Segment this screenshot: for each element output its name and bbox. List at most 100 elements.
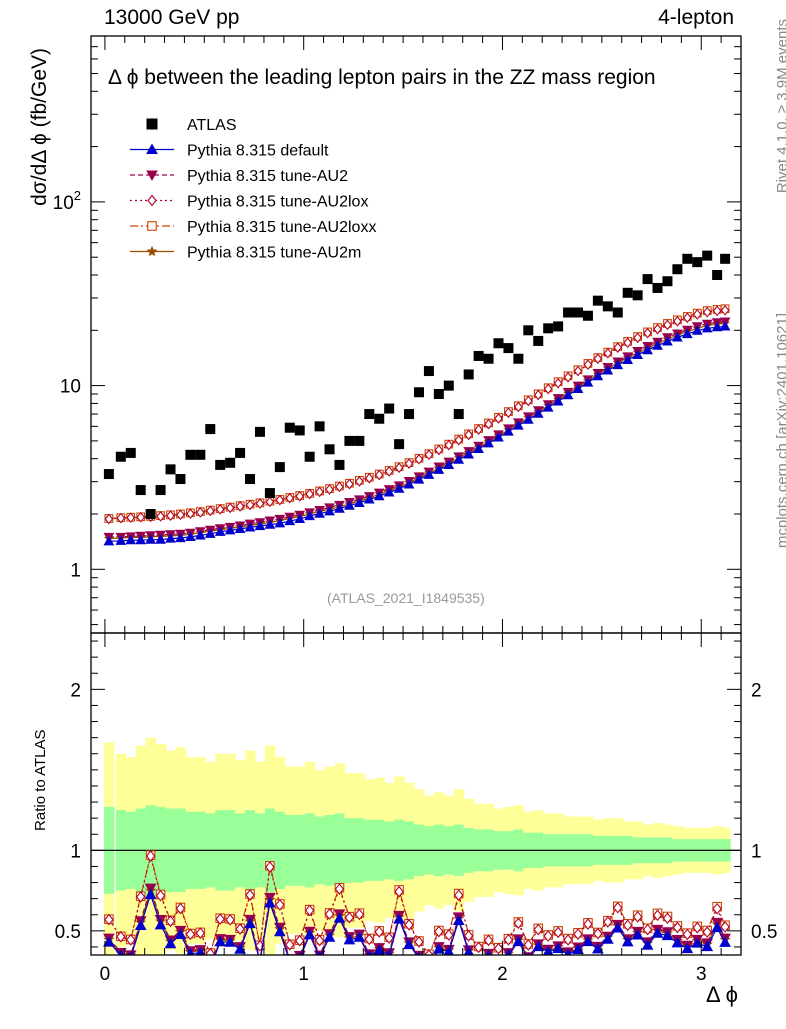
series-marker-default: [691, 325, 703, 335]
ratio-y-tick-label-right: 2: [751, 680, 762, 701]
atlas-data-point: [324, 444, 335, 455]
ratio-marker-default: [205, 963, 215, 972]
series-marker-default: [453, 454, 465, 464]
ratio-marker-default: [433, 943, 445, 954]
series-marker-au2lox: [126, 512, 136, 524]
ratio-marker-default: [244, 917, 256, 929]
atlas-data-point: [394, 439, 405, 450]
ratio-marker-default: [592, 942, 604, 954]
series-marker-default: [513, 420, 524, 430]
series-marker-default: [383, 486, 395, 497]
ratio-marker-au2lox: [672, 921, 683, 934]
atlas-data-point: [682, 253, 693, 264]
ratio-marker-default: [641, 939, 654, 950]
atlas-data-point: [523, 325, 534, 336]
ratio-marker-au2lox: [225, 913, 235, 926]
series-marker-default: [602, 364, 614, 375]
atlas-data-point: [453, 409, 464, 420]
ratio-marker-au2lox: [175, 902, 186, 915]
atlas-data-point: [632, 290, 643, 301]
ratio-marker-default: [504, 948, 512, 955]
series-marker-default: [622, 354, 634, 365]
ratio-marker-au2lox: [404, 918, 414, 931]
atlas-data-point: [573, 307, 584, 318]
legend-label-au2: Pythia 8.315 tune-AU2: [187, 168, 348, 185]
series-marker-default: [304, 510, 316, 521]
legend-marker-default: [146, 143, 158, 154]
series-marker-au2lox: [653, 323, 662, 335]
ratio-marker-au2lox: [314, 934, 325, 947]
ratio-marker-default: [621, 935, 634, 947]
series-marker-au2lox: [712, 305, 722, 317]
ratio-y-tick-label-left: 0.5: [55, 922, 81, 943]
atlas-data-point: [374, 413, 385, 424]
series-marker-default: [314, 508, 325, 518]
atlas-data-point: [304, 451, 315, 462]
analysis-watermark: (ATLAS_2021_I1849535): [327, 590, 485, 606]
atlas-data-point: [602, 301, 613, 312]
ratio-marker-au2m: [255, 956, 265, 965]
series-marker-au2lox: [434, 444, 444, 456]
series-marker-au2lox: [364, 472, 374, 484]
atlas-data-point: [205, 424, 216, 435]
atlas-data-point: [284, 422, 295, 433]
series-marker-au2lox: [196, 507, 205, 518]
ratio-marker-au2lox: [682, 928, 693, 941]
plot-title: Δ ϕ between the leading lepton pairs in …: [108, 66, 656, 89]
ratio-marker-default: [273, 925, 286, 937]
ratio-marker-au2lox: [473, 941, 484, 954]
ratio-marker-default: [403, 938, 415, 950]
series-marker-au2lox: [394, 462, 404, 474]
series-marker-au2lox: [623, 337, 633, 349]
series-marker-default: [334, 503, 345, 513]
series-marker-default: [135, 534, 147, 545]
series-marker-au2lox: [104, 513, 114, 525]
ratio-marker-au2lox: [483, 934, 494, 947]
ratio-marker-au2: [472, 954, 485, 955]
y-tick-label: 10: [60, 377, 81, 398]
ratio-marker-default: [671, 936, 684, 948]
atlas-data-point: [195, 449, 206, 460]
ratio-marker-au2lox: [493, 942, 504, 955]
series-marker-au2lox: [702, 306, 712, 318]
legend-label-default: Pythia 8.315 default: [187, 143, 329, 160]
atlas-data-point: [503, 343, 514, 354]
ratio-marker-au2lox: [354, 908, 365, 921]
series-line-au2: [108, 321, 726, 538]
series-marker-default: [652, 340, 663, 350]
legend-label-atlas: ATLAS: [187, 117, 237, 134]
ratio-marker-default: [582, 935, 594, 947]
ratio-marker-au2lox: [324, 908, 335, 920]
ratio-marker-default: [186, 947, 195, 955]
ratio-marker-default: [323, 931, 336, 942]
series-marker-au2lox: [533, 389, 543, 401]
atlas-data-point: [274, 462, 285, 473]
atlas-data-point: [692, 257, 703, 268]
ratio-marker-default: [424, 962, 434, 971]
atlas-data-point: [413, 387, 424, 398]
series-marker-au2lox: [156, 511, 165, 522]
series-marker-au2lox: [720, 304, 730, 316]
series-marker-default: [324, 505, 335, 516]
ratio-marker-default: [393, 913, 405, 924]
series-marker-au2lox: [374, 469, 384, 481]
ratio-marker-au2lox: [543, 930, 553, 942]
ratio-y-tick-label-left: 2: [70, 680, 81, 701]
legend-entry-default: Pythia 8.315 default: [130, 143, 329, 160]
series-marker-default: [662, 335, 673, 346]
ratio-marker-au2m: [478, 954, 479, 955]
lower-frame: [90, 632, 742, 956]
atlas-data-point: [254, 426, 265, 437]
series-marker-default: [463, 448, 475, 459]
ratio-marker-default: [224, 936, 236, 947]
atlas-data-point: [314, 421, 325, 432]
ratio-marker-default: [572, 943, 584, 955]
series-marker-default: [373, 490, 385, 501]
series-marker-default: [234, 523, 246, 533]
series-marker-default: [274, 517, 286, 528]
ratio-marker-au2lox: [394, 885, 404, 898]
ratio-marker-default: [463, 946, 474, 955]
series-marker-default: [483, 437, 494, 448]
ratio-line-default: [108, 892, 726, 955]
ratio-marker-default: [711, 921, 723, 933]
